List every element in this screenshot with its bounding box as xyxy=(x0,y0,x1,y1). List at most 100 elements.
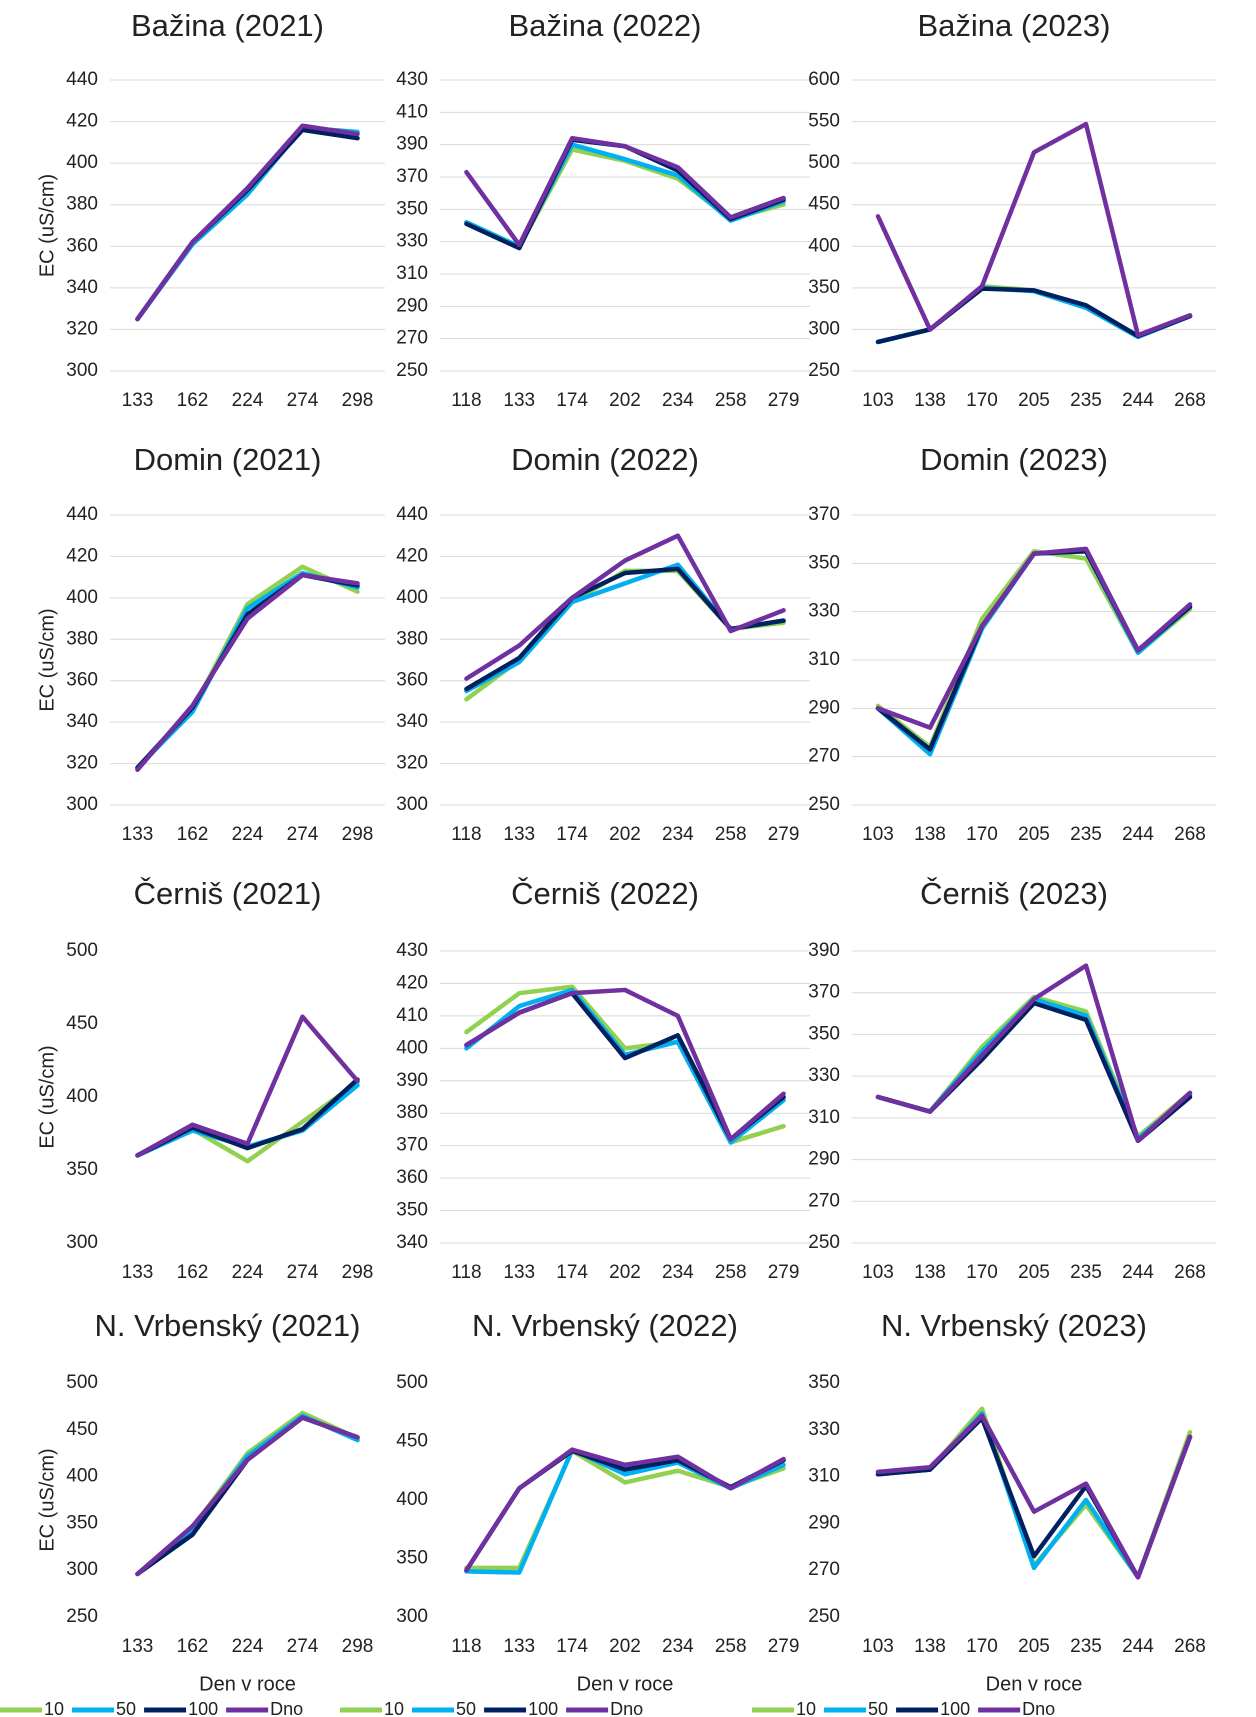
series-line xyxy=(875,121,1193,338)
x-tick-label: 279 xyxy=(768,824,800,845)
x-tick-label: 235 xyxy=(1070,1262,1102,1283)
series-line xyxy=(464,568,786,702)
series-line xyxy=(464,147,786,249)
y-tick-label: 320 xyxy=(396,753,428,774)
legend-label: 50 xyxy=(456,1699,476,1717)
x-tick-label: 170 xyxy=(966,824,998,845)
y-tick-label: 350 xyxy=(808,552,840,573)
y-tick-label: 330 xyxy=(808,1419,840,1440)
legend-label: 100 xyxy=(940,1699,970,1717)
series-line xyxy=(135,127,360,322)
x-tick-label: 118 xyxy=(451,390,481,411)
y-tick-label: 350 xyxy=(66,1512,98,1533)
y-tick-label: 290 xyxy=(808,697,840,718)
x-tick-label: 244 xyxy=(1122,390,1154,411)
y-tick-label: 300 xyxy=(66,1559,98,1580)
y-tick-label: 350 xyxy=(396,1200,428,1221)
y-tick-label: 340 xyxy=(66,711,98,732)
y-tick-label: 440 xyxy=(66,504,98,525)
series-line xyxy=(464,987,786,1145)
x-tick-label: 298 xyxy=(342,824,374,845)
x-tick-label: 234 xyxy=(662,1262,694,1283)
y-tick-label: 500 xyxy=(396,1372,428,1393)
x-tick-label: 133 xyxy=(122,824,154,845)
x-tick-label: 133 xyxy=(122,1262,154,1283)
x-tick-label: 279 xyxy=(768,390,800,411)
y-tick-label: 350 xyxy=(808,277,840,298)
y-tick-label: 300 xyxy=(66,360,98,381)
y-tick-label: 400 xyxy=(396,1037,428,1058)
y-tick-label: 310 xyxy=(808,1466,840,1487)
x-tick-label: 205 xyxy=(1018,1636,1050,1657)
series-line xyxy=(464,142,786,249)
y-tick-label: 410 xyxy=(396,101,428,122)
y-tick-label: 360 xyxy=(66,670,98,691)
series-line xyxy=(135,1415,360,1577)
x-tick-label: 162 xyxy=(177,824,209,845)
y-tick-label: 340 xyxy=(66,277,98,298)
y-tick-label: 310 xyxy=(808,1107,840,1128)
y-tick-label: 350 xyxy=(808,1023,840,1044)
y-tick-label: 440 xyxy=(66,69,98,90)
y-tick-label: 390 xyxy=(808,940,840,961)
x-tick-label: 224 xyxy=(232,1636,264,1657)
x-tick-label: 205 xyxy=(1018,1262,1050,1283)
y-tick-label: 400 xyxy=(66,152,98,173)
series-line xyxy=(875,963,1193,1144)
chart-title: N. Vrbenský (2023) xyxy=(881,1308,1147,1343)
x-tick-label: 279 xyxy=(768,1636,800,1657)
y-tick-label: 350 xyxy=(396,1548,428,1569)
x-tick-label: 224 xyxy=(232,1262,264,1283)
x-axis-label: Den v roce xyxy=(986,1673,1083,1695)
chart-title: Bažina (2023) xyxy=(917,8,1110,43)
x-tick-label: 279 xyxy=(768,1262,800,1283)
y-tick-label: 370 xyxy=(808,982,840,1003)
series-line xyxy=(135,125,360,322)
x-tick-label: 244 xyxy=(1122,824,1154,845)
y-tick-label: 500 xyxy=(66,1372,98,1393)
x-tick-label: 235 xyxy=(1070,1636,1102,1657)
x-tick-label: 133 xyxy=(503,1636,535,1657)
y-tick-label: 250 xyxy=(808,1232,840,1253)
y-tick-label: 420 xyxy=(66,545,98,566)
y-tick-label: 450 xyxy=(66,1419,98,1440)
y-tick-label: 330 xyxy=(808,601,840,622)
series-line xyxy=(135,125,360,322)
x-tick-label: 138 xyxy=(914,824,946,845)
x-tick-label: 258 xyxy=(715,1636,747,1657)
y-tick-label: 290 xyxy=(396,295,428,316)
x-tick-label: 174 xyxy=(556,824,588,845)
x-tick-label: 268 xyxy=(1174,390,1206,411)
y-tick-label: 440 xyxy=(396,504,428,525)
x-tick-label: 274 xyxy=(287,390,319,411)
y-tick-label: 340 xyxy=(396,711,428,732)
x-tick-label: 174 xyxy=(556,1636,588,1657)
series-line xyxy=(875,1415,1193,1580)
x-tick-label: 258 xyxy=(715,390,747,411)
y-tick-label: 500 xyxy=(808,152,840,173)
y-tick-label: 250 xyxy=(66,1606,98,1627)
y-tick-label: 400 xyxy=(66,1086,98,1107)
y-tick-label: 360 xyxy=(396,670,428,691)
x-tick-label: 202 xyxy=(609,824,641,845)
x-tick-label: 268 xyxy=(1174,824,1206,845)
y-tick-label: 300 xyxy=(66,1232,98,1253)
chart-title: N. Vrbenský (2022) xyxy=(472,1308,738,1343)
y-axis-label: EC (uS/cm) xyxy=(36,1045,58,1148)
y-tick-label: 420 xyxy=(396,545,428,566)
y-tick-label: 420 xyxy=(396,972,428,993)
series-line xyxy=(135,123,360,322)
y-tick-label: 330 xyxy=(808,1065,840,1086)
y-tick-label: 360 xyxy=(66,235,98,256)
x-tick-label: 298 xyxy=(342,1636,374,1657)
y-tick-label: 250 xyxy=(808,360,840,381)
x-tick-label: 118 xyxy=(451,1262,481,1283)
legend-label: 10 xyxy=(796,1699,816,1717)
chart-title: Černiš (2022) xyxy=(511,876,699,911)
series-line xyxy=(464,137,786,251)
y-tick-label: 410 xyxy=(396,1005,428,1026)
y-tick-label: 390 xyxy=(396,134,428,155)
y-tick-label: 300 xyxy=(396,1606,428,1627)
legend-label: Dno xyxy=(610,1699,643,1717)
